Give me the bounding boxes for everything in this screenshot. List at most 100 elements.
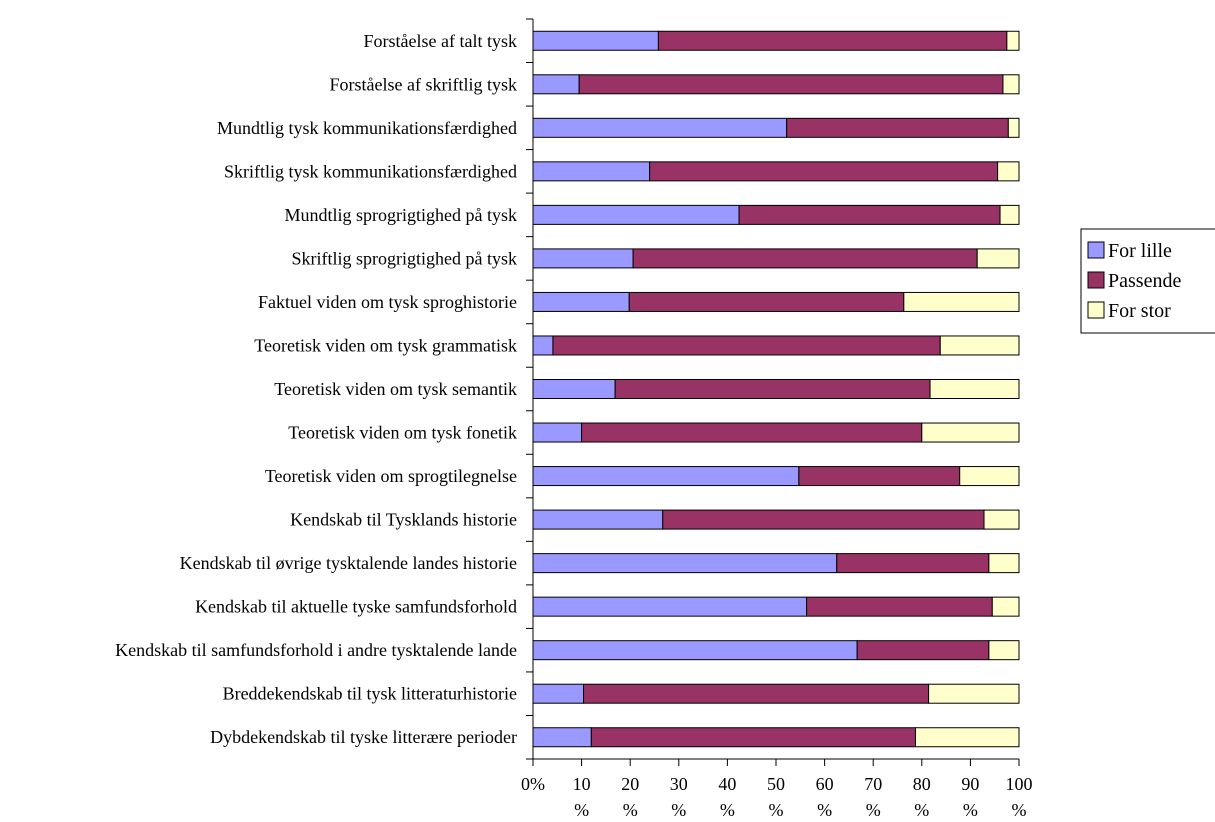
bar-12-series-3: [983, 509, 1020, 530]
category-label: Forståelse af skriftlig tysk: [330, 74, 517, 94]
legend-swatch: [1087, 301, 1105, 319]
legend-label: Passende: [1108, 270, 1181, 292]
bar-13-series-1: [532, 553, 838, 574]
category-labels-group: Forståelse af talt tysk Forståelse af skr…: [115, 31, 517, 747]
bar-14-series-1: [532, 596, 808, 617]
legend-swatch: [1087, 271, 1105, 289]
category-label: Mundtlig sprogrigtighed på tysk: [285, 205, 518, 225]
bar-17-series-1: [532, 727, 592, 748]
x-tick-label: 70: [864, 774, 882, 794]
legend-frame: [1080, 228, 1215, 334]
bar-7-series-1: [532, 291, 630, 312]
bar-15-series-2: [856, 640, 990, 661]
category-label: Kendskab til Tysklands historie: [290, 510, 517, 530]
category-label: Mundtlig tysk kommunikationsfærdighed: [217, 118, 517, 138]
legend-label: For lille: [1108, 240, 1172, 262]
x-tick-label-unit: %: [914, 800, 929, 820]
legend-swatch: [1087, 241, 1105, 259]
bar-7-series-3: [903, 291, 1020, 312]
bar-15-series-3: [988, 640, 1020, 661]
bar-8-series-1: [532, 335, 554, 356]
category-label: Teoretisk viden om tysk fonetik: [288, 423, 517, 443]
x-tick-label: 10: [573, 774, 591, 794]
bar-14-series-3: [991, 596, 1020, 617]
category-label: Breddekendskab til tysk litteraturhistor…: [223, 684, 517, 704]
bar-8-series-2: [552, 335, 941, 356]
bar-11-series-3: [959, 466, 1020, 487]
bar-14-series-2: [806, 596, 993, 617]
bar-1-series-2: [657, 30, 1008, 51]
bar-2-series-1: [532, 74, 580, 95]
x-tick-label: 100: [1006, 774, 1033, 794]
x-tick-label-unit: %: [671, 800, 686, 820]
bar-11-series-2: [798, 466, 961, 487]
bar-6-series-2: [632, 248, 978, 269]
bar-10-series-1: [532, 422, 583, 443]
axes-group: [526, 18, 1020, 766]
bar-13-series-2: [836, 553, 990, 574]
bar-6-series-3: [976, 248, 1020, 269]
x-tick-label-unit: %: [866, 800, 881, 820]
category-label: Teoretisk viden om tysk semantik: [274, 379, 517, 399]
bars-group: [532, 30, 1020, 748]
bar-9-series-1: [532, 379, 616, 399]
bar-17-series-3: [914, 727, 1020, 748]
category-label: Skriftlig tysk kommunikationsfærdighed: [224, 161, 517, 181]
bar-4-series-2: [649, 161, 999, 182]
x-tick-label: 50: [767, 774, 785, 794]
bar-1-series-1: [532, 30, 659, 51]
legend: For lille Passende For stor: [1080, 228, 1215, 334]
category-label: Kendskab til aktuelle tyske samfundsforh…: [195, 597, 517, 617]
x-tick-label: 0%: [521, 774, 545, 794]
x-tick-labels-group: 0% 10% 20% 30% 40% 50% 60% 70% 80% 90% 100%: [521, 774, 1033, 820]
x-tick-label-unit: %: [720, 800, 735, 820]
bar-10-series-2: [581, 422, 923, 443]
legend-label: For stor: [1108, 300, 1171, 322]
x-tick-label-unit: %: [769, 800, 784, 820]
bar-15-series-1: [532, 640, 858, 661]
bar-16-series-1: [532, 683, 585, 704]
bar-9-series-3: [929, 379, 1020, 399]
bar-2-series-2: [578, 74, 1004, 95]
x-tick-label: 60: [816, 774, 834, 794]
x-tick-label-unit: %: [963, 800, 978, 820]
bar-1-series-3: [1006, 30, 1020, 51]
x-tick-label-unit: %: [817, 800, 832, 820]
bar-5-series-2: [738, 204, 1001, 225]
bar-11-series-1: [532, 466, 800, 487]
bar-4-series-1: [532, 161, 651, 182]
x-tick-label: 80: [913, 774, 931, 794]
bar-5-series-3: [999, 204, 1020, 225]
bar-8-series-3: [939, 335, 1020, 356]
bar-3-series-3: [1007, 117, 1020, 138]
category-label: Teoretisk viden om tysk grammatisk: [254, 335, 517, 355]
x-tick-label-unit: %: [574, 800, 589, 820]
bar-5-series-1: [532, 204, 740, 225]
x-tick-label-unit: %: [623, 800, 638, 820]
bar-3-series-2: [786, 117, 1009, 138]
x-tick-label: 20: [621, 774, 639, 794]
bar-10-series-3: [921, 422, 1020, 443]
bar-6-series-1: [532, 248, 634, 269]
x-tick-label: 90: [961, 774, 979, 794]
bar-2-series-3: [1002, 74, 1020, 95]
bar-13-series-3: [988, 553, 1020, 574]
bar-16-series-2: [583, 683, 930, 704]
bar-7-series-2: [628, 291, 905, 312]
category-label: Skriftlig sprogrigtighed på tysk: [292, 248, 517, 268]
category-label: Dybdekendskab til tyske litterære period…: [210, 727, 517, 747]
category-label: Kendskab til øvrige tysktalende landes h…: [180, 553, 517, 573]
x-tick-label-unit: %: [1012, 800, 1027, 820]
bar-12-series-1: [532, 509, 664, 530]
category-label: Forståelse af talt tysk: [364, 31, 517, 51]
bar-12-series-2: [662, 509, 985, 530]
category-label: Teoretisk viden om sprogtilegnelse: [265, 466, 517, 486]
bar-17-series-2: [590, 727, 916, 748]
bar-9-series-2: [614, 379, 931, 399]
category-label: Kendskab til samfundsforhold i andre tys…: [115, 640, 517, 660]
bar-3-series-1: [532, 117, 788, 138]
x-tick-label: 30: [670, 774, 688, 794]
bar-16-series-3: [928, 683, 1020, 704]
x-tick-label: 40: [718, 774, 736, 794]
